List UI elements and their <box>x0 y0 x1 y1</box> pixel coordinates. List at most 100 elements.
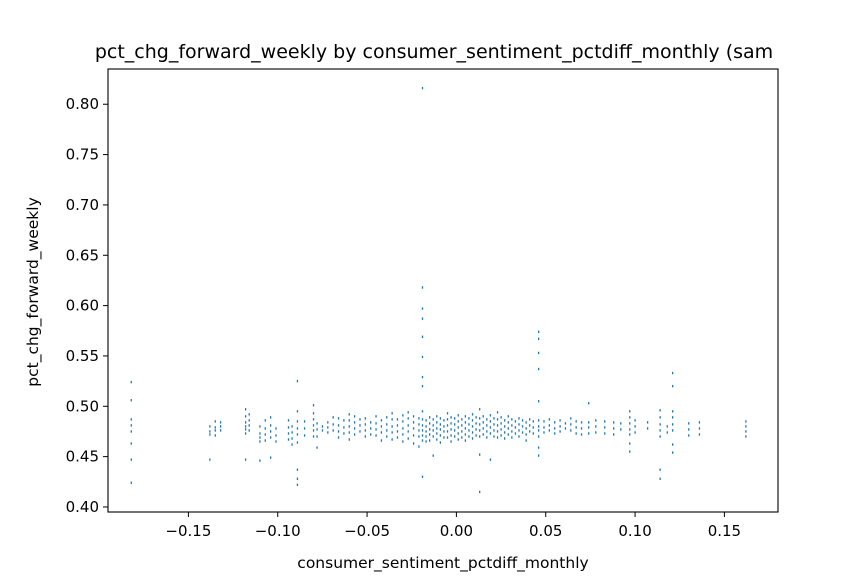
data-point <box>471 437 474 440</box>
data-point <box>425 440 427 443</box>
data-point <box>259 425 261 428</box>
data-point <box>248 419 250 422</box>
data-point <box>219 425 222 428</box>
data-point <box>209 458 211 461</box>
data-point <box>443 430 445 433</box>
data-point <box>439 417 442 420</box>
data-point <box>588 426 590 429</box>
data-point <box>446 430 449 433</box>
data-point <box>475 428 477 431</box>
data-point <box>432 424 434 427</box>
data-point <box>548 418 551 421</box>
data-point <box>698 433 701 436</box>
data-point <box>375 415 377 418</box>
data-point <box>296 477 299 480</box>
data-point <box>671 451 674 454</box>
data-point <box>525 427 527 430</box>
data-point <box>548 429 551 432</box>
data-point <box>316 446 318 449</box>
data-point <box>486 430 488 433</box>
x-tick-label: 0.10 <box>618 522 651 540</box>
data-point <box>671 443 674 446</box>
data-point <box>287 426 290 429</box>
data-point <box>537 400 540 403</box>
data-point <box>489 432 492 435</box>
data-point <box>348 419 350 422</box>
data-point <box>312 424 315 427</box>
data-point <box>264 419 266 422</box>
data-point <box>391 425 393 428</box>
data-point <box>525 421 527 424</box>
data-point <box>479 435 481 438</box>
data-point <box>264 427 266 430</box>
data-point <box>634 419 636 422</box>
data-point <box>303 434 306 437</box>
data-point <box>521 431 524 434</box>
data-point <box>359 424 361 427</box>
x-tick-label: −0.10 <box>255 522 301 540</box>
data-point <box>604 420 606 423</box>
data-point <box>543 431 545 434</box>
data-point <box>537 446 540 449</box>
data-point <box>461 418 463 421</box>
data-point <box>348 425 350 428</box>
data-point <box>418 435 420 438</box>
data-point <box>745 430 747 433</box>
data-point <box>475 422 477 425</box>
data-point <box>391 418 393 421</box>
data-point <box>291 437 293 440</box>
data-point <box>316 428 318 431</box>
data-point <box>443 436 445 439</box>
data-point <box>457 432 459 435</box>
data-point <box>629 450 631 453</box>
data-point <box>312 429 315 432</box>
data-point <box>425 419 427 422</box>
data-point <box>353 421 356 424</box>
data-point <box>412 442 415 445</box>
data-point <box>548 424 551 427</box>
data-point <box>559 419 561 422</box>
data-point <box>554 432 556 435</box>
data-point <box>407 437 409 440</box>
data-point <box>380 419 383 422</box>
data-point <box>482 421 484 424</box>
data-point <box>671 429 674 432</box>
data-point <box>275 434 277 437</box>
data-point <box>564 427 567 430</box>
data-point <box>380 439 383 442</box>
data-point <box>364 423 366 426</box>
data-point <box>500 434 502 437</box>
data-point <box>482 433 484 436</box>
data-point <box>244 415 247 418</box>
data-point <box>296 427 299 430</box>
data-point <box>454 429 456 432</box>
data-point <box>457 414 459 417</box>
data-point <box>421 355 424 359</box>
data-point <box>412 434 415 437</box>
data-point <box>537 419 540 422</box>
data-point <box>457 426 459 429</box>
data-point <box>518 429 520 432</box>
data-point <box>532 432 534 435</box>
data-point <box>259 459 261 462</box>
data-point <box>745 425 747 428</box>
data-point <box>130 458 132 461</box>
data-point <box>269 436 272 439</box>
data-point <box>421 439 424 442</box>
data-point <box>479 408 481 411</box>
data-point <box>595 425 597 428</box>
data-point <box>402 427 404 430</box>
data-point <box>543 420 545 423</box>
data-point <box>380 431 383 434</box>
data-point <box>588 421 590 424</box>
data-point <box>432 429 434 432</box>
y-tick-label: 0.75 <box>66 146 99 164</box>
data-point <box>291 425 293 428</box>
data-point <box>659 409 661 412</box>
data-point <box>421 475 424 478</box>
data-point <box>412 427 415 430</box>
data-point <box>479 429 481 432</box>
data-point <box>269 424 272 427</box>
y-axis-ticks: 0.40 0.45 0.50 0.55 0.60 0.65 0.70 0.75 0.80 <box>66 95 108 516</box>
data-point <box>529 418 531 421</box>
